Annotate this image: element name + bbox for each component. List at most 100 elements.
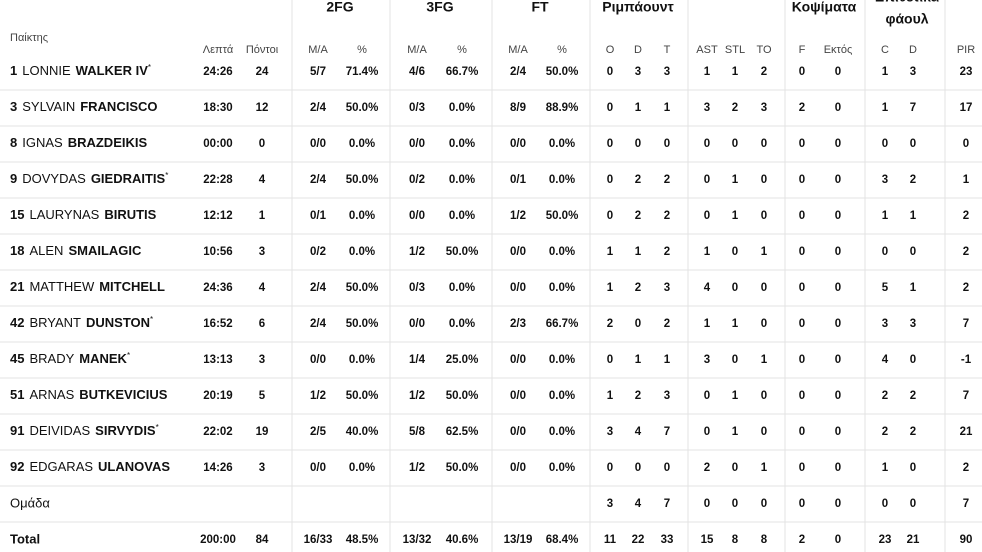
- stat-cell: 0: [835, 174, 841, 186]
- stat-cell: 0/0: [409, 138, 425, 150]
- stat-cell: 33: [661, 534, 674, 546]
- first-name: BRYANT: [29, 315, 81, 330]
- first-name: DEIVIDAS: [29, 423, 90, 438]
- stat-cell: 24: [256, 66, 269, 78]
- stat-cell: 0: [761, 426, 767, 438]
- last-name: BIRUTIS: [104, 207, 156, 222]
- last-name: BUTKEVICIUS: [79, 387, 167, 402]
- column-header: O: [606, 44, 615, 56]
- player-name: 91 DEIVIDAS SIRVYDIS*: [10, 423, 159, 438]
- player-row: 9 DOVYDAS GIEDRAITIS* 22:28 4 2/4 50.0% 0/2 0.0%…: [10, 171, 970, 186]
- stat-cell: 0: [835, 282, 841, 294]
- player-name: 15 LAURYNAS BIRUTIS: [10, 207, 157, 222]
- player-name: 45 BRADY MANEK*: [10, 351, 130, 366]
- first-name: ARNAS: [29, 387, 74, 402]
- stat-cell: 2/4: [310, 102, 327, 114]
- starter-mark: *: [150, 315, 153, 324]
- stat-cell: 0: [835, 318, 841, 330]
- stat-cell: 0: [835, 102, 841, 114]
- stat-cell: 1: [664, 354, 671, 366]
- stat-cell: 2/4: [310, 282, 327, 294]
- first-name: DOVYDAS: [22, 171, 86, 186]
- stat-cell: 3: [664, 66, 670, 78]
- stat-cell: 3: [259, 354, 265, 366]
- column-header: Μ/Α: [407, 44, 427, 56]
- stat-cell: 0.0%: [449, 138, 475, 150]
- last-name: BRAZDEIKIS: [68, 135, 148, 150]
- stat-cell: 2: [963, 462, 969, 474]
- stat-cell: 0: [799, 426, 805, 438]
- stat-cell: 23: [960, 66, 973, 78]
- stat-cell: 2: [664, 318, 670, 330]
- stat-cell: 0/0: [510, 354, 526, 366]
- stat-cell: 2/3: [510, 318, 526, 330]
- stat-cell: 2: [664, 246, 670, 258]
- group-header: φάουλ: [885, 11, 928, 27]
- stat-cell: 0: [761, 318, 767, 330]
- stat-cell: 16/33: [304, 534, 333, 546]
- stat-cell: 0.0%: [549, 390, 575, 402]
- stat-cell: 0: [799, 498, 805, 510]
- stat-cell: 1: [704, 66, 711, 78]
- stat-cell: 5/8: [409, 426, 426, 438]
- stat-cell: 1: [607, 390, 614, 402]
- stat-cell: 0: [635, 462, 641, 474]
- stat-cell: 19: [256, 426, 269, 438]
- stat-cell: 3: [910, 66, 916, 78]
- stat-cell: 2/4: [510, 66, 527, 78]
- column-header: D: [634, 44, 642, 56]
- stat-cell: 2: [664, 210, 670, 222]
- stat-cell: 0.0%: [549, 282, 575, 294]
- stat-cell: 1: [607, 282, 614, 294]
- stat-cell: 0: [835, 462, 841, 474]
- player-number: 42: [10, 315, 24, 330]
- player-name: 1 LONNIE WALKER IV*: [10, 63, 151, 78]
- stat-cell: 0: [607, 102, 613, 114]
- stat-cell: 1: [882, 210, 889, 222]
- stat-cell: 24:36: [203, 282, 232, 294]
- column-header: Πόντοι: [246, 44, 279, 56]
- stat-cell: 0: [732, 246, 738, 258]
- stat-cell: 88.9%: [546, 102, 579, 114]
- stat-cell: 14:26: [203, 462, 232, 474]
- stat-cell: 2: [882, 426, 888, 438]
- stat-cell: 50.0%: [346, 282, 379, 294]
- player-number: 15: [10, 207, 24, 222]
- stat-cell: 0: [799, 354, 805, 366]
- stat-cell: 2: [607, 318, 613, 330]
- stat-cell: 50.0%: [346, 174, 379, 186]
- stat-cell: 4: [635, 426, 642, 438]
- stat-cell: 1: [882, 102, 889, 114]
- team-label: Ομάδα: [10, 495, 50, 510]
- starter-mark: *: [148, 63, 151, 72]
- stat-cell: 4: [635, 498, 642, 510]
- stat-cell: 18:30: [203, 102, 232, 114]
- stat-cell: 0/0: [409, 318, 425, 330]
- stat-cell: 1/4: [409, 354, 426, 366]
- total-label: Total: [10, 531, 40, 546]
- stat-cell: 2: [963, 210, 969, 222]
- column-header: STL: [725, 44, 745, 56]
- stat-cell: 7: [664, 426, 670, 438]
- stat-cell: 50.0%: [546, 210, 579, 222]
- player-number: 92: [10, 459, 24, 474]
- stat-cell: 7: [664, 498, 670, 510]
- player-name: 8 IGNAS BRAZDEIKIS: [10, 135, 147, 150]
- stat-cell: 0: [799, 174, 805, 186]
- stat-cell: 1: [732, 390, 739, 402]
- stat-cell: 50.0%: [346, 390, 379, 402]
- stat-cell: 0.0%: [449, 282, 475, 294]
- stat-cell: 0.0%: [449, 210, 475, 222]
- stat-cell: 84: [256, 534, 269, 546]
- first-name: BRADY: [29, 351, 74, 366]
- player-name: 51 ARNAS BUTKEVICIUS: [10, 387, 168, 402]
- stat-cell: 0: [704, 498, 710, 510]
- stat-cell: 0: [732, 498, 738, 510]
- stat-cell: 1: [732, 210, 739, 222]
- stat-cell: 0.0%: [449, 102, 475, 114]
- stat-cell: 40.6%: [446, 534, 479, 546]
- column-header: D: [909, 44, 917, 56]
- stat-cell: 66.7%: [546, 318, 579, 330]
- stat-cell: 3: [607, 426, 613, 438]
